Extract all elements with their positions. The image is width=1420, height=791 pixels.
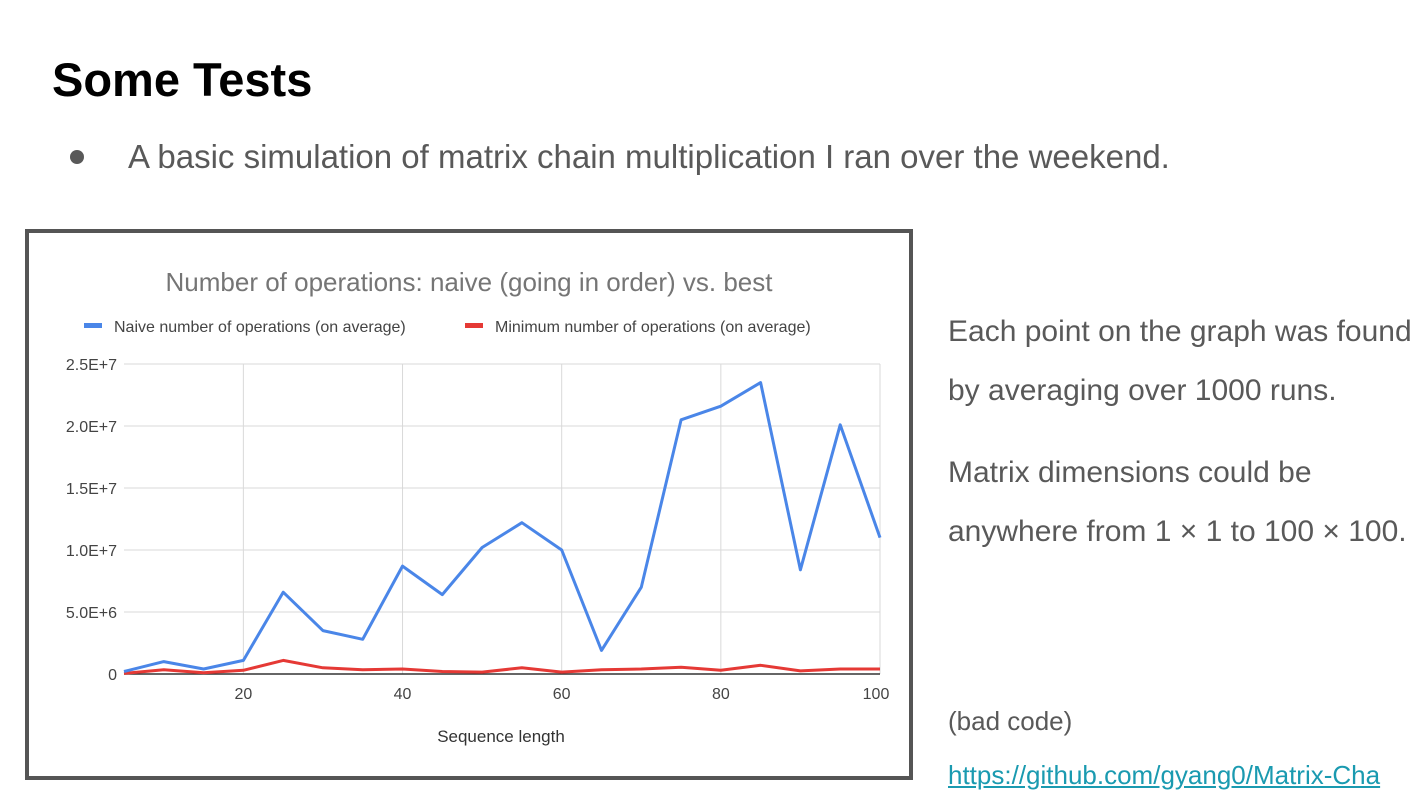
code-note: (bad code) bbox=[948, 706, 1073, 736]
x-tick-label-3: 80 bbox=[712, 686, 730, 703]
legend-swatch-1 bbox=[84, 323, 102, 328]
chart-title: Number of operations: naive (going in or… bbox=[166, 267, 774, 297]
x-axis-label: Sequence length bbox=[437, 727, 565, 746]
y-tick-label-2: 1.0E+7 bbox=[66, 543, 117, 560]
note-paragraph-dimensions: Matrix dimensions could be anywhere from… bbox=[948, 456, 1407, 548]
y-tick-label-3: 1.5E+7 bbox=[66, 481, 117, 498]
slide-title: Some Tests bbox=[52, 53, 313, 106]
series-line-1 bbox=[123, 381, 882, 673]
bullet-text: A basic simulation of matrix chain multi… bbox=[128, 138, 1170, 175]
y-tick-label-5: 2.5E+7 bbox=[66, 357, 117, 374]
x-tick-label-1: 40 bbox=[394, 686, 412, 703]
note-paragraph-averaging: Each point on the graph was found by ave… bbox=[948, 315, 1412, 407]
legend-label-1: Naive number of operations (on average) bbox=[114, 319, 406, 336]
x-tick-label-2: 60 bbox=[553, 686, 571, 703]
bullet-item: A basic simulation of matrix chain multi… bbox=[68, 138, 1170, 176]
y-tick-label-1: 5.0E+6 bbox=[66, 605, 117, 622]
line-chart: Number of operations: naive (going in or… bbox=[66, 267, 890, 746]
bullet-dot-icon bbox=[70, 150, 84, 164]
side-notes: Each point on the graph was found by ave… bbox=[948, 303, 1420, 561]
chart-frame: Number of operations: naive (going in or… bbox=[25, 229, 913, 780]
x-tick-label-4: 100 bbox=[863, 686, 890, 703]
y-tick-label-0: 0 bbox=[108, 667, 117, 684]
legend-swatch-2 bbox=[465, 323, 483, 328]
y-tick-label-4: 2.0E+7 bbox=[66, 419, 117, 436]
series-line-2 bbox=[123, 658, 880, 675]
repo-link[interactable]: https://github.com/gyang0/Matrix-Cha bbox=[948, 760, 1381, 790]
x-tick-label-0: 20 bbox=[234, 686, 252, 703]
legend-label-2: Minimum number of operations (on average… bbox=[495, 319, 811, 336]
